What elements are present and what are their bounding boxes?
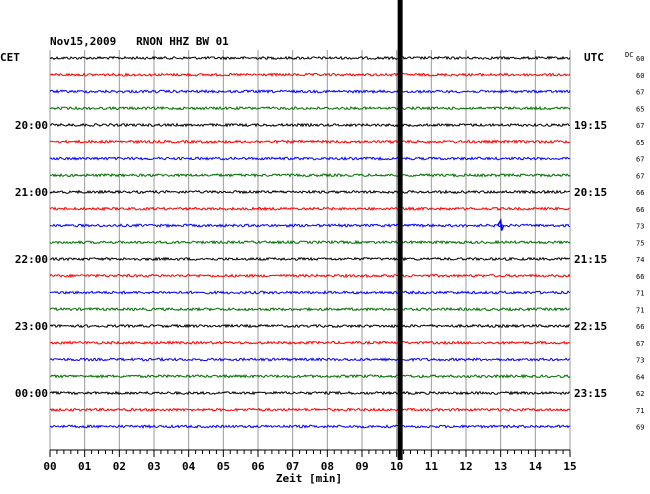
trace-line	[49, 223, 571, 229]
dc-label: DC	[625, 51, 633, 59]
trace-line	[49, 105, 571, 111]
x-tick-label: 14	[529, 460, 543, 473]
x-tick-label: 09	[355, 460, 368, 473]
dc-value: 74	[636, 256, 644, 264]
dc-value: 75	[636, 239, 644, 247]
left-time-label: 22:00	[15, 253, 48, 266]
x-tick-label: 08	[321, 460, 334, 473]
dc-value: 73	[636, 223, 644, 231]
right-time-label: 19:15	[574, 119, 607, 132]
dc-value: 60	[636, 55, 644, 63]
chart-title: Nov15,2009 RNON HHZ BW 01	[50, 35, 229, 48]
trace-line	[49, 373, 571, 379]
trace-line	[49, 122, 570, 128]
dc-value: 73	[636, 357, 644, 365]
dc-value: 65	[636, 139, 644, 147]
trace-line	[49, 306, 571, 312]
x-tick-label: 10	[390, 460, 403, 473]
x-tick-label: 12	[459, 460, 472, 473]
dc-value: 66	[636, 189, 644, 197]
left-time-label: 21:00	[15, 186, 48, 199]
trace-line	[49, 239, 571, 245]
trace-line	[49, 189, 571, 195]
x-tick-label: 11	[425, 460, 439, 473]
dc-values: 60 60 67 65 67 65 67 67 66 66 73 75 74 66 71 71 66 67 73 64…	[636, 55, 644, 432]
trace-event	[496, 218, 505, 231]
trace-line	[49, 323, 571, 329]
dc-value: 67	[636, 122, 644, 130]
left-time-labels: 20:00 21:00 22:00 23:00 00:00	[15, 119, 48, 400]
dc-value: 62	[636, 390, 644, 398]
right-time-label: 21:15	[574, 253, 607, 266]
x-tick-label: 03	[147, 460, 160, 473]
dc-value: 66	[636, 206, 644, 214]
dc-value: 64	[636, 373, 644, 381]
trace-line	[49, 88, 571, 94]
dc-value: 67	[636, 156, 644, 164]
x-axis-label: Zeit [min]	[276, 472, 342, 485]
x-axis: 00 01 02 03 04 05 06 07 08 09 10 11 12 13 14 15	[43, 449, 577, 473]
dc-value: 71	[636, 290, 644, 298]
trace-line	[49, 289, 571, 295]
left-timezone-label: CET	[0, 51, 20, 64]
x-tick-label: 06	[251, 460, 265, 473]
dc-value: 71	[636, 306, 644, 314]
trace-line	[49, 139, 571, 145]
trace-lines	[49, 55, 571, 430]
right-timezone-label: UTC	[584, 51, 604, 64]
trace-line	[49, 356, 571, 363]
trace-line	[49, 407, 571, 413]
vertical-grid	[49, 50, 571, 450]
x-tick-label: 00	[43, 460, 56, 473]
dc-value: 67	[636, 172, 644, 180]
right-time-label: 23:15	[574, 387, 607, 400]
left-time-label: 20:00	[15, 119, 48, 132]
x-tick-label: 02	[113, 460, 126, 473]
x-tick-label: 01	[78, 460, 92, 473]
x-tick-label: 07	[286, 460, 299, 473]
x-tick-label: 15	[563, 460, 576, 473]
trace-line	[49, 424, 571, 430]
right-time-label: 22:15	[574, 320, 607, 333]
trace-line	[49, 206, 571, 212]
trace-line	[49, 155, 571, 161]
x-tick-label: 04	[182, 460, 196, 473]
trace-line	[50, 172, 571, 178]
x-tick-label: 05	[217, 460, 230, 473]
dc-value: 67	[636, 340, 644, 348]
trace-line	[49, 273, 571, 279]
dc-value: 69	[636, 424, 644, 432]
trace-line	[49, 55, 571, 61]
right-time-label: 20:15	[574, 186, 607, 199]
trace-line	[50, 340, 571, 346]
dc-value: 60	[636, 72, 644, 80]
x-tick-label: 13	[494, 460, 507, 473]
trace-line	[49, 72, 571, 78]
trace-line	[49, 390, 571, 396]
dc-value: 67	[636, 89, 644, 97]
dc-value: 71	[636, 407, 644, 415]
left-time-label: 00:00	[15, 387, 48, 400]
dc-value: 65	[636, 105, 644, 113]
dc-value: 66	[636, 273, 644, 281]
left-time-label: 23:00	[15, 320, 48, 333]
right-time-labels: 19:15 20:15 21:15 22:15 23:15	[574, 119, 607, 400]
dc-value: 66	[636, 323, 644, 331]
trace-line	[49, 256, 571, 262]
